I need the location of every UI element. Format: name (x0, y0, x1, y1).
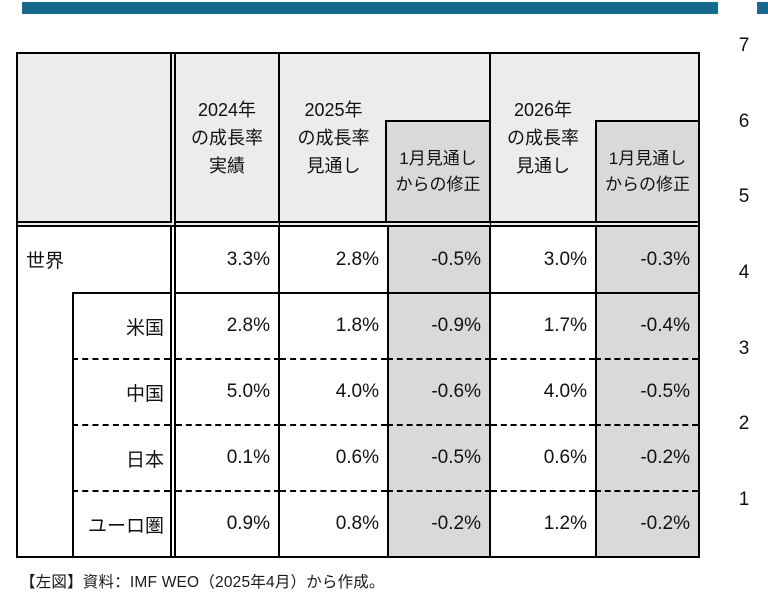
cell-china-2026: 4.0% (491, 358, 595, 424)
cell-china-2025: 4.0% (280, 358, 387, 424)
cell-world-rev1: -0.5% (387, 227, 491, 292)
growth-rate-table: 2024年 の成長率 実績 2025年 の成長率 見通し 1月見通し からの修正… (16, 52, 700, 558)
header-revision-2025: 1月見通し からの修正 (385, 120, 489, 221)
cell-euro-rev2: -0.2% (595, 490, 698, 556)
cell-us-2025: 1.8% (280, 292, 387, 358)
cell-us-rev1: -0.9% (387, 292, 491, 358)
right-axis-tick-7: 7 (738, 35, 750, 56)
row-label-us-wrap: 米国 (18, 292, 176, 358)
row-label-japan-wrap: 日本 (18, 424, 176, 490)
cell-us-2026: 1.7% (491, 292, 595, 358)
row-label-japan: 日本 (72, 424, 170, 490)
cell-world-2026: 3.0% (491, 227, 595, 292)
header-2026-group: 2026年 の成長率 見通し 1月見通し からの修正 (491, 54, 698, 227)
cell-japan-rev1: -0.5% (387, 424, 491, 490)
cell-us-rev2: -0.4% (595, 292, 698, 358)
cell-euro-2026: 1.2% (491, 490, 595, 556)
cell-euro-rev1: -0.2% (387, 490, 491, 556)
cell-china-rev2: -0.5% (595, 358, 698, 424)
right-axis-tick-1: 1 (738, 489, 750, 510)
header-2025: 2025年 の成長率 見通し (297, 99, 370, 176)
cell-euro-2024: 0.9% (176, 490, 280, 556)
cell-world-2024: 3.3% (176, 227, 280, 292)
right-axis-tick-2: 2 (738, 413, 750, 434)
right-axis-tick-3: 3 (738, 338, 750, 359)
cell-japan-rev2: -0.2% (595, 424, 698, 490)
right-axis-tick-6: 6 (738, 111, 750, 132)
title-bar-right-fragment (757, 2, 768, 14)
cell-china-2024: 5.0% (176, 358, 280, 424)
row-label-us: 米国 (72, 292, 170, 358)
header-revision-2026: 1月見通し からの修正 (595, 120, 698, 221)
header-2025-group: 2025年 の成長率 見通し 1月見通し からの修正 (280, 54, 491, 227)
row-label-euro-wrap: ユーロ圏 (18, 490, 176, 556)
cell-china-rev1: -0.6% (387, 358, 491, 424)
header-2024: 2024年 の成長率 実績 (176, 54, 280, 227)
cell-japan-2026: 0.6% (491, 424, 595, 490)
right-axis-tick-5: 5 (738, 186, 750, 207)
row-label-china: 中国 (72, 358, 170, 424)
title-bar-left (22, 2, 718, 14)
row-label-euro: ユーロ圏 (72, 490, 170, 556)
cell-japan-2024: 0.1% (176, 424, 280, 490)
cell-us-2024: 2.8% (176, 292, 280, 358)
cell-euro-2025: 0.8% (280, 490, 387, 556)
header-2026: 2026年 の成長率 見通し (507, 99, 579, 176)
cell-world-rev2: -0.3% (595, 227, 698, 292)
cell-world-2025: 2.8% (280, 227, 387, 292)
right-axis-tick-4: 4 (738, 262, 750, 283)
row-label-china-wrap: 中国 (18, 358, 176, 424)
cell-japan-2025: 0.6% (280, 424, 387, 490)
row-label-world: 世界 (18, 227, 176, 292)
source-caption: 【左図】資料：IMF WEO（2025年4月）から作成。 (20, 574, 385, 591)
header-blank-cell (18, 54, 176, 227)
